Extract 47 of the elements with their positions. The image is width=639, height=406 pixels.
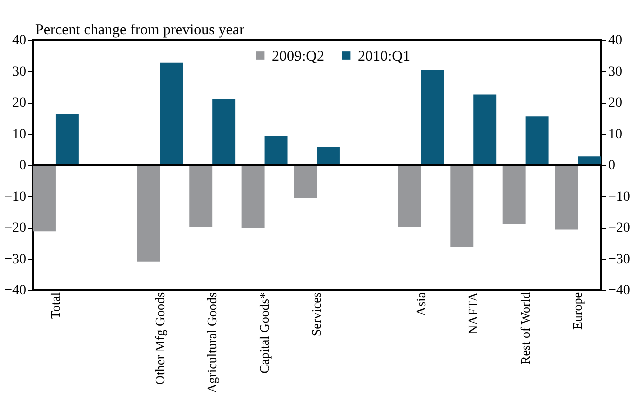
bar <box>398 165 422 228</box>
x-tick-label: Capital Goods* <box>256 292 272 374</box>
bar <box>56 114 79 165</box>
y-tick-label: −10 <box>4 190 26 205</box>
bar <box>450 165 474 248</box>
y-tick-label: −40 <box>4 284 26 298</box>
x-tick-label: Other Mfg Goods <box>152 292 168 385</box>
y2-tick-label: −40 <box>608 284 630 298</box>
y2-tick-label: 40 <box>608 34 622 48</box>
x-tick-label: Agricultural Goods <box>204 292 220 394</box>
y-tick-label: 10 <box>12 127 26 142</box>
bar <box>212 99 236 165</box>
bar <box>502 165 526 224</box>
bar <box>33 165 56 232</box>
bar <box>264 136 288 165</box>
bar <box>190 165 213 228</box>
y-tick-label: 20 <box>12 96 26 111</box>
bar <box>421 70 444 165</box>
bar <box>242 165 265 228</box>
y2-tick-label: 10 <box>608 127 622 142</box>
bar <box>160 62 184 165</box>
legend-label: 2010:Q1 <box>358 48 410 65</box>
y2-tick-label: 0 <box>608 158 616 174</box>
x-tick-label: NAFTA <box>466 292 481 335</box>
y2-tick-label: −10 <box>608 190 630 205</box>
y-tick-label: −20 <box>4 221 26 236</box>
bar <box>474 94 497 165</box>
y2-tick-label: 20 <box>608 96 622 111</box>
y-axis-title: Percent change from previous year <box>36 22 245 38</box>
y-tick-label: 30 <box>12 64 26 80</box>
x-tick-label: Europe <box>570 292 586 330</box>
bar <box>317 147 340 165</box>
x-tick-label: Total <box>48 292 63 320</box>
bar <box>555 165 578 230</box>
bar <box>137 165 160 262</box>
y-tick-label: 0 <box>20 158 26 174</box>
legend-label: 2009:Q2 <box>272 48 324 65</box>
y2-tick-label: −30 <box>608 252 630 268</box>
y2-tick-label: 30 <box>608 64 622 80</box>
bar <box>526 116 549 165</box>
x-tick-label: Asia <box>413 292 428 316</box>
bar <box>294 165 317 198</box>
y2-tick-label: −20 <box>608 221 630 236</box>
y-tick-label: −30 <box>4 252 26 268</box>
x-tick-label: Rest of World <box>518 292 533 365</box>
x-tick-label: Services <box>309 292 324 337</box>
y-tick-label: 40 <box>12 34 26 48</box>
